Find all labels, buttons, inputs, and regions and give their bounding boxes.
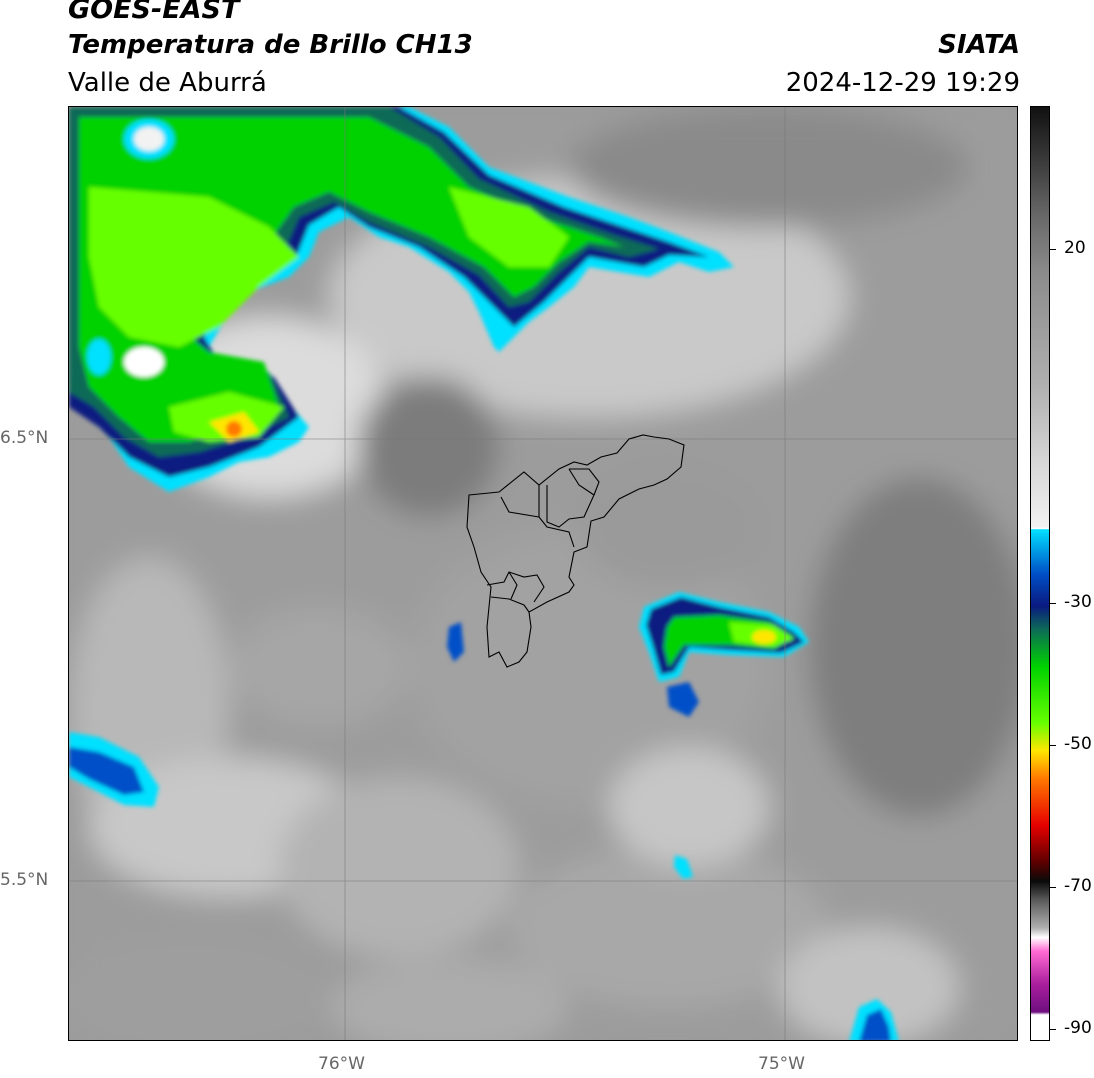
colorbar-label-minus90: -90 bbox=[1064, 1018, 1092, 1038]
observation-datetime: 2024-12-29 19:29 bbox=[785, 68, 1020, 98]
organization-name: SIATA bbox=[938, 30, 1020, 60]
lat-label-6-5: 6.5°N bbox=[0, 428, 49, 448]
colorbar-tick-minus30 bbox=[1050, 603, 1056, 604]
municipal-boundaries bbox=[466, 434, 685, 668]
colorbar-tick-minus70 bbox=[1050, 887, 1056, 888]
colorbar-label-minus70: -70 bbox=[1064, 876, 1092, 896]
cold-cloud-southeast bbox=[447, 592, 809, 879]
lon-label-76: 76°W bbox=[318, 1054, 365, 1074]
colorbar-label-minus50: -50 bbox=[1064, 734, 1092, 754]
graticule bbox=[69, 107, 1017, 1040]
colorbar-tick-minus90 bbox=[1050, 1029, 1056, 1030]
product-title: Temperatura de Brillo CH13 bbox=[68, 30, 473, 60]
lat-label-5-5: 5.5°N bbox=[0, 870, 49, 890]
colorbar-tick-20 bbox=[1050, 249, 1056, 250]
colorbar-label-20: 20 bbox=[1064, 238, 1086, 258]
map-canvas bbox=[69, 107, 1017, 1040]
lon-label-75: 75°W bbox=[758, 1054, 805, 1074]
colorbar-label-minus30: -30 bbox=[1064, 592, 1092, 612]
cold-cloud-south bbox=[849, 999, 899, 1040]
cold-cloud-west bbox=[69, 732, 159, 807]
temperature-colorbar bbox=[1030, 106, 1050, 1041]
satellite-title: GOES-EAST bbox=[68, 0, 240, 25]
colorbar-tick-minus50 bbox=[1050, 745, 1056, 746]
cold-cloud-northwest bbox=[69, 107, 734, 492]
satellite-map[interactable] bbox=[68, 106, 1018, 1041]
region-name: Valle de Aburrá bbox=[68, 68, 267, 98]
